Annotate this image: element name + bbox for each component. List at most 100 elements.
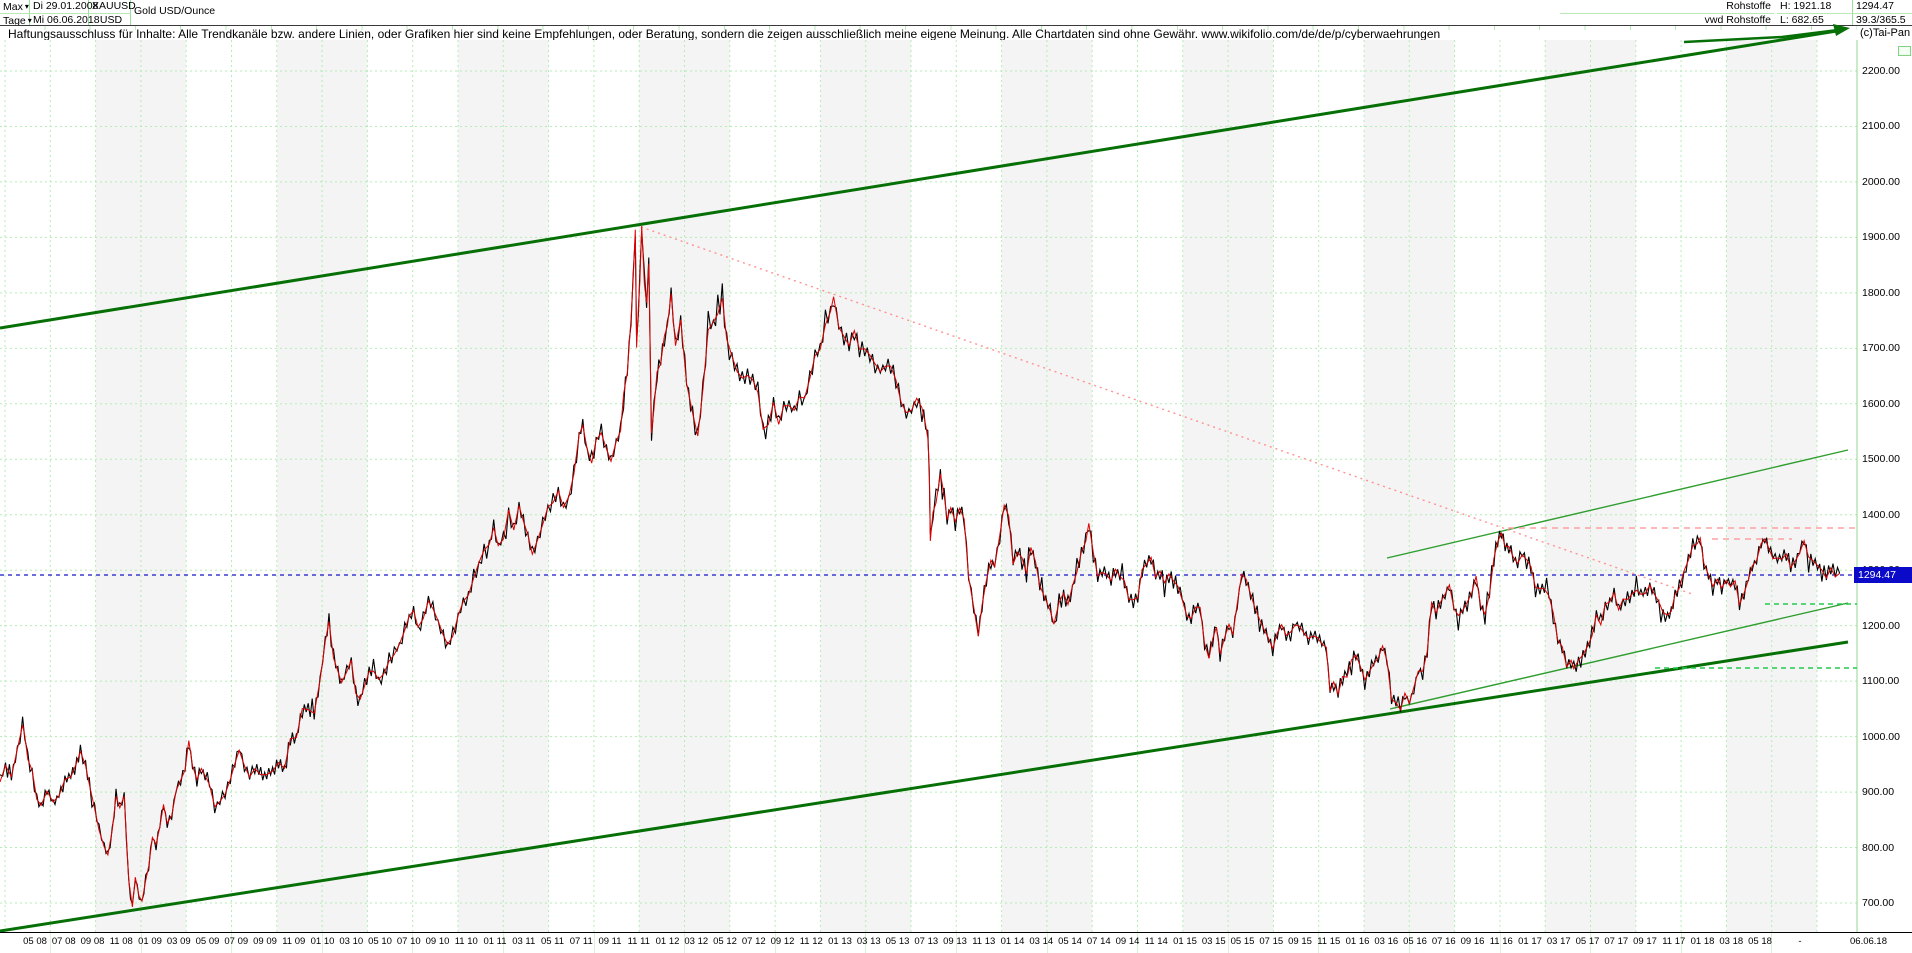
copyright-label: (c)Tai-Pan: [1860, 27, 1911, 39]
date-axis-label: 03 11: [512, 936, 536, 947]
date-axis-dash: -: [1798, 936, 1802, 947]
resistance-trendline-2016: [1386, 449, 1849, 559]
date-axis-label: 09 09: [253, 936, 277, 947]
price-axis-label: 1900.00: [1862, 231, 1900, 244]
symbol-label: XAUUSD: [89, 0, 136, 13]
date-axis-separator: [684, 933, 686, 953]
header-divider: [0, 25, 1912, 26]
date-axis-label: 03 17: [1546, 936, 1571, 947]
date-axis-label: 01 16: [1345, 936, 1370, 947]
category-label: Rohstoffe: [1726, 0, 1771, 12]
support-trendline-2015: [1389, 602, 1849, 710]
date-axis-label: 01 18: [1690, 936, 1715, 947]
range-dropdown[interactable]: Max ▾: [0, 0, 30, 14]
date-axis-separator: [865, 933, 867, 953]
chevron-down-icon: ▾: [24, 2, 29, 11]
date-axis-label: 07 16: [1431, 936, 1456, 947]
date-axis-label: 01 14: [1000, 936, 1025, 947]
price-axis-label: 1700.00: [1862, 342, 1900, 355]
date-to-field[interactable]: Mi 06.06.2018: [30, 13, 100, 27]
date-axis-label: 07 08: [51, 936, 76, 947]
date-axis-separator: [1137, 933, 1139, 953]
price-axis-label: 1000.00: [1862, 730, 1900, 743]
date-axis-label: 07 12: [741, 936, 766, 947]
period-high-value: H: 1921.18: [1777, 0, 1853, 13]
price-line-close: [0, 225, 1841, 907]
chart-header: Max ▾ Tage ▾ Di 29.01.2008 Mi 06.06.2018 X…: [0, 0, 1912, 28]
period-dropdown[interactable]: Tage ▾: [0, 13, 32, 28]
date-axis-label: 05 09: [195, 936, 220, 947]
date-axis-label: 11 09: [282, 936, 306, 947]
price-axis-label: 1400.00: [1862, 508, 1900, 521]
date-axis-label: 03 15: [1201, 936, 1226, 947]
date-axis-label: 05 08: [23, 936, 47, 947]
date-axis-label: 11 13: [972, 936, 996, 947]
date-axis-label: 05 17: [1575, 936, 1600, 947]
date-axis-label: 07 09: [224, 936, 249, 947]
date-axis-label: 11 12: [799, 936, 823, 947]
date-axis-label: 09 08: [80, 936, 105, 947]
price-axis-label: 2000.00: [1862, 175, 1900, 188]
provider-label: vwd Rohstoffe: [1560, 13, 1774, 27]
price-axis-label: 2100.00: [1862, 120, 1900, 133]
instrument-name: Gold USD/Ounce: [134, 5, 216, 17]
date-axis-label: 07 15: [1259, 936, 1284, 947]
date-axis-label: 03 12: [684, 936, 709, 947]
price-line-high-low: [0, 231, 1841, 905]
date-axis-separator: [1771, 933, 1773, 953]
date-axis-label: 01 13: [828, 936, 852, 947]
date-axis-separator: [140, 933, 142, 953]
date-axis-label: 03 14: [1029, 936, 1054, 947]
date-axis-separator: [774, 933, 776, 953]
date-axis-separator: [321, 933, 323, 953]
upper-channel-trendline-arrowhead: [1833, 24, 1850, 36]
date-axis-separator: [956, 933, 957, 953]
date-axis-label: 11 16: [1489, 936, 1513, 947]
date-axis-label: 05 12: [713, 936, 737, 947]
date-axis-end-date: 06.06.18: [1850, 936, 1887, 947]
trend-arrow: [1683, 28, 1839, 44]
date-axis-label: 03 13: [856, 936, 881, 947]
date-axis-separator: [1227, 933, 1229, 953]
date-axis-separator: [231, 933, 233, 953]
currency-label: USD: [89, 13, 131, 27]
date-axis-separator: [1499, 933, 1501, 953]
date-axis-label: 03 09: [166, 936, 191, 947]
date-axis-label: 01 17: [1518, 936, 1542, 947]
date-axis-label: 09 10: [425, 936, 450, 947]
date-axis-label: 11 17: [1662, 936, 1686, 947]
date-axis-label: 05 14: [1058, 936, 1082, 947]
date-from-field[interactable]: Di 29.01.2008: [30, 0, 98, 13]
gridline-tick-strip: [0, 26, 1857, 30]
price-axis-label: 800.00: [1862, 841, 1895, 854]
date-axis-label: 11 08: [109, 936, 133, 947]
date-axis-label: 05 13: [885, 936, 910, 947]
current-price-badge: 1294.47: [1854, 567, 1912, 583]
date-axis-label: 09 15: [1288, 936, 1312, 947]
range-info-value: 39.3/365.5: [1853, 13, 1912, 27]
date-axis-label: 07 10: [396, 936, 421, 947]
price-axis-label: 1800.00: [1862, 286, 1900, 299]
date-axis-label: 05 15: [1230, 936, 1255, 947]
date-axis-label: 01 11: [483, 936, 507, 947]
date-axis-label: 01 09: [138, 936, 162, 947]
date-axis: 05 08 07 08 09 08 11 08 01 09 03 09 05 09 07 09…: [0, 932, 1912, 953]
date-axis-separator: [1318, 933, 1320, 953]
disclaimer-text: Haftungsausschluss für Inhalte: Alle Tre…: [8, 27, 1441, 41]
date-axis-label: 05 11: [540, 936, 565, 947]
date-axis-label: 11 11: [627, 936, 650, 947]
date-axis-separator: [593, 933, 595, 953]
date-axis-label: 01 10: [310, 936, 335, 947]
date-axis-label: 05 16: [1403, 936, 1427, 947]
last-price-value: 1294.47: [1856, 0, 1894, 12]
date-axis-label: 09 14: [1115, 936, 1140, 947]
period-low-value: L: 682.65: [1777, 13, 1853, 27]
date-axis-separator: [50, 933, 51, 953]
date-axis-label: 09 13: [943, 936, 967, 947]
price-axis-label: 2200.00: [1862, 65, 1900, 77]
collapse-axis-icon[interactable]: [1898, 46, 1911, 56]
chevron-down-icon: ▾: [27, 16, 32, 25]
date-axis-label: 07 17: [1604, 936, 1629, 947]
